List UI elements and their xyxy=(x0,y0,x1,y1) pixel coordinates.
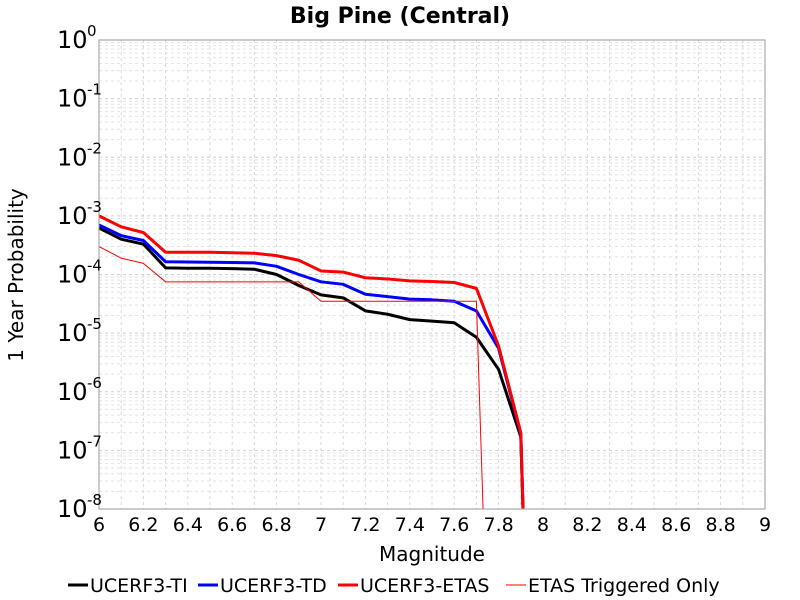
legend-label: UCERF3-ETAS xyxy=(360,575,489,597)
y-tick-label: 10 -2 xyxy=(57,139,102,171)
x-tick-label: 6.8 xyxy=(261,514,291,536)
x-tick-label: 8.4 xyxy=(617,514,647,536)
y-tick-label: 10 -6 xyxy=(57,374,102,406)
y-tick-exponent: -3 xyxy=(87,198,102,216)
y-tick-exponent: 0 xyxy=(87,22,97,40)
legend-item: ETAS Triggered Only xyxy=(506,575,720,597)
y-tick-exponent: -7 xyxy=(87,432,102,450)
y-tick-label: 10 -5 xyxy=(57,315,102,347)
legend-label: UCERF3-TI xyxy=(90,575,188,597)
x-tick-label: 8.8 xyxy=(705,514,735,536)
x-tick-label: 6.4 xyxy=(173,514,203,536)
y-tick-exponent: -8 xyxy=(87,491,102,509)
y-tick-base: 10 xyxy=(57,85,88,113)
y-tick-base: 10 xyxy=(57,26,88,54)
x-tick-label: 8.6 xyxy=(661,514,691,536)
y-tick-label: 10 -1 xyxy=(57,81,102,113)
series-line-ucerf3-td xyxy=(98,223,525,510)
y-tick-label: 10 -3 xyxy=(57,198,102,230)
x-tick-label: 7.8 xyxy=(483,514,513,536)
x-tick-label: 6.2 xyxy=(128,514,158,536)
y-tick-label: 10 0 xyxy=(57,22,97,54)
series-lines xyxy=(98,214,525,510)
x-tick-label: 7 xyxy=(315,514,327,536)
x-tick-label: 8.2 xyxy=(572,514,602,536)
y-tick-exponent: -6 xyxy=(87,374,102,392)
chart-title: Big Pine (Central) xyxy=(290,4,510,29)
x-tick-labels: 6 6.2 6.4 6.6 6.8 7 7.2 7.4 7.6 7.8 8 8.2 8.4 8.6 8.8 9 xyxy=(93,514,771,536)
legend-label: UCERF3-TD xyxy=(220,575,327,597)
x-tick-label: 6 xyxy=(93,514,105,536)
y-tick-exponent: -1 xyxy=(87,81,102,99)
x-tick-label: 7.6 xyxy=(439,514,469,536)
y-tick-label: 10 -7 xyxy=(57,432,102,464)
series-line-ucerf3-etas xyxy=(98,214,525,510)
x-axis-label: Magnitude xyxy=(379,542,485,566)
y-tick-base: 10 xyxy=(57,143,88,171)
y-tick-exponent: -2 xyxy=(87,139,102,157)
y-tick-label: 10 -8 xyxy=(57,491,102,523)
plot-border xyxy=(98,39,766,510)
legend: UCERF3-TI UCERF3-TD UCERF3-ETAS ETAS Trigge… xyxy=(68,575,720,597)
x-tick-label: 8 xyxy=(537,514,549,536)
y-tick-exponent: -4 xyxy=(87,257,102,275)
x-tick-label: 7.2 xyxy=(350,514,380,536)
y-tick-base: 10 xyxy=(57,261,88,289)
y-tick-label: 10 -4 xyxy=(57,257,102,289)
y-tick-exponent: -5 xyxy=(87,315,102,333)
y-tick-base: 10 xyxy=(57,378,88,406)
legend-item: UCERF3-ETAS xyxy=(338,575,489,597)
legend-label: ETAS Triggered Only xyxy=(528,575,720,597)
x-tick-label: 9 xyxy=(759,514,771,536)
series-line-etas-triggered-only xyxy=(98,246,484,510)
legend-item: UCERF3-TD xyxy=(198,575,327,597)
legend-item: UCERF3-TI xyxy=(68,575,188,597)
y-tick-base: 10 xyxy=(57,436,88,464)
x-tick-label: 7.4 xyxy=(395,514,425,536)
y-tick-base: 10 xyxy=(57,319,88,347)
y-axis-label: 1 Year Probability xyxy=(4,188,28,362)
x-tick-label: 6.6 xyxy=(217,514,247,536)
y-tick-base: 10 xyxy=(57,202,88,230)
y-tick-base: 10 xyxy=(57,495,88,523)
series-line-ucerf3-ti xyxy=(98,226,525,510)
